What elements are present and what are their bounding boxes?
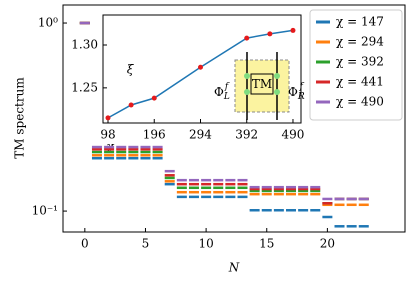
legend-label: χ = 147 [336,15,384,29]
annotation-text: TM [252,77,272,91]
x-tick-label: 15 [259,237,274,251]
x-tick-label: 98 [100,128,115,142]
y-tick-label: 10⁻¹ [32,204,58,218]
point [128,102,134,108]
y-tick-label: 10⁰ [38,16,58,30]
point [197,64,203,70]
x-tick-label: 0 [81,237,89,251]
legend-label: χ = 441 [336,75,384,89]
y-tick-label: 1.25 [71,80,98,94]
annotation: ΦLf [214,82,230,102]
legend-label: χ = 490 [336,95,384,109]
point [244,35,250,41]
annotation-sup: f [299,82,305,92]
x-tick-label: 20 [320,237,335,251]
node [244,89,250,95]
x-tick-label: 10 [198,237,213,251]
point [267,31,273,37]
plot-frame [62,4,406,233]
point [105,115,111,121]
node [274,73,280,79]
y-axis-title: TM spectrum [13,77,27,159]
y-tick-label: 1.30 [71,38,98,52]
annotation-text: Φ [288,85,298,99]
node [244,73,250,79]
x-tick-label: 392 [235,128,258,142]
x-tick-label: 5 [142,237,150,251]
x-tick-label: 490 [282,128,305,142]
annotation-sub: R [297,92,305,102]
node [274,89,280,95]
point [290,27,296,33]
inset-y-title: ξ [127,63,135,77]
annotation-sup: f [224,82,230,92]
x-tick-label: 196 [143,128,166,142]
x-tick-label: 294 [189,128,212,142]
legend [309,9,403,121]
annotation-text: Φ [214,85,224,99]
annotation-sub: L [223,92,230,102]
inset-diagram [234,52,290,120]
legend-label: χ = 294 [336,35,384,49]
point [151,95,157,101]
annotation: TM [252,77,272,91]
annotation: ΦRf [288,82,305,102]
legend-label: χ = 392 [336,55,384,69]
tm-box [250,73,274,95]
x-axis-title: N [228,261,240,275]
